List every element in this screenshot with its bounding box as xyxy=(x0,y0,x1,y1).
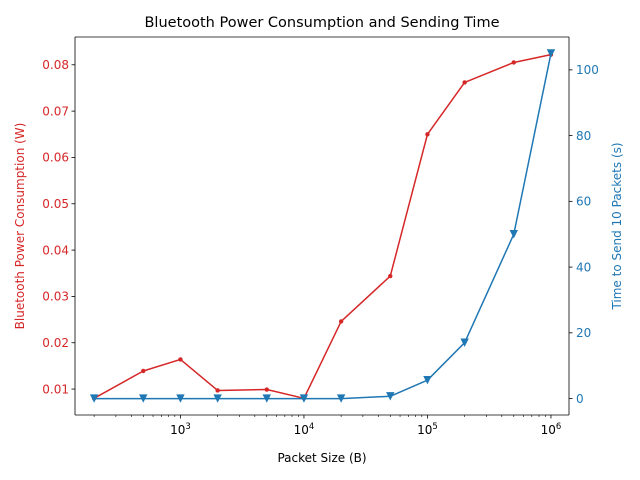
x-tick-label: 103 xyxy=(170,422,191,437)
series-line-left xyxy=(93,53,552,400)
data-point xyxy=(89,394,99,403)
data-point xyxy=(213,394,222,403)
data-point xyxy=(141,368,146,374)
data-point xyxy=(462,80,467,85)
data-point xyxy=(299,394,309,403)
data-point xyxy=(336,394,346,403)
x-tick-label: 104 xyxy=(294,422,315,437)
y-right-tick-label: 100 xyxy=(576,63,599,77)
data-point xyxy=(511,60,516,65)
y-left-tick-label: 0.06 xyxy=(42,151,69,165)
data-point xyxy=(264,387,269,392)
data-point xyxy=(546,49,556,58)
y-left-tick-label: 0.07 xyxy=(42,104,69,118)
data-point xyxy=(509,230,518,239)
data-point xyxy=(215,388,220,393)
x-tick-label: 105 xyxy=(417,422,438,437)
y-right-tick-label: 80 xyxy=(576,129,591,143)
data-point xyxy=(139,394,148,403)
y-axis-left-label: Bluetooth Power Consumption (W) xyxy=(13,123,27,330)
data-point xyxy=(425,132,430,137)
y-left-tick-label: 0.02 xyxy=(42,336,69,350)
data-point xyxy=(262,394,271,403)
data-point xyxy=(388,273,393,279)
y-right-tick-label: 20 xyxy=(576,326,591,340)
plot-area: 103 104 105 106 0.01 0.02 0.03 0.04 0.05 0.06 0.07… xyxy=(42,36,599,437)
y-right-tick-label: 40 xyxy=(576,260,591,274)
data-point xyxy=(176,394,185,403)
data-point xyxy=(338,319,344,324)
y-right-tick-label: 0 xyxy=(576,392,584,406)
y-left-tick-label: 0.08 xyxy=(42,58,69,72)
data-point xyxy=(386,392,395,401)
y-left-tick-label: 0.04 xyxy=(42,243,69,257)
series-line-right xyxy=(94,53,552,400)
y-axis-right-label: Time to Send 10 Packets (s) xyxy=(610,142,624,310)
y-left-tick-label: 0.03 xyxy=(42,290,69,304)
data-point xyxy=(178,357,183,362)
y-right-tick-label: 60 xyxy=(576,195,591,209)
y-left-tick-label: 0.01 xyxy=(42,382,69,396)
chart-title: Bluetooth Power Consumption and Sending … xyxy=(144,15,499,31)
data-point xyxy=(423,375,432,385)
x-axis-label: Packet Size (B) xyxy=(277,451,366,465)
y-left-tick-label: 0.05 xyxy=(42,197,69,211)
data-point xyxy=(460,338,469,347)
x-tick-label: 106 xyxy=(541,422,562,437)
